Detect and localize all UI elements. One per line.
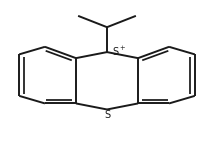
Text: S$^+$: S$^+$ bbox=[112, 45, 127, 58]
Text: S: S bbox=[104, 110, 110, 120]
